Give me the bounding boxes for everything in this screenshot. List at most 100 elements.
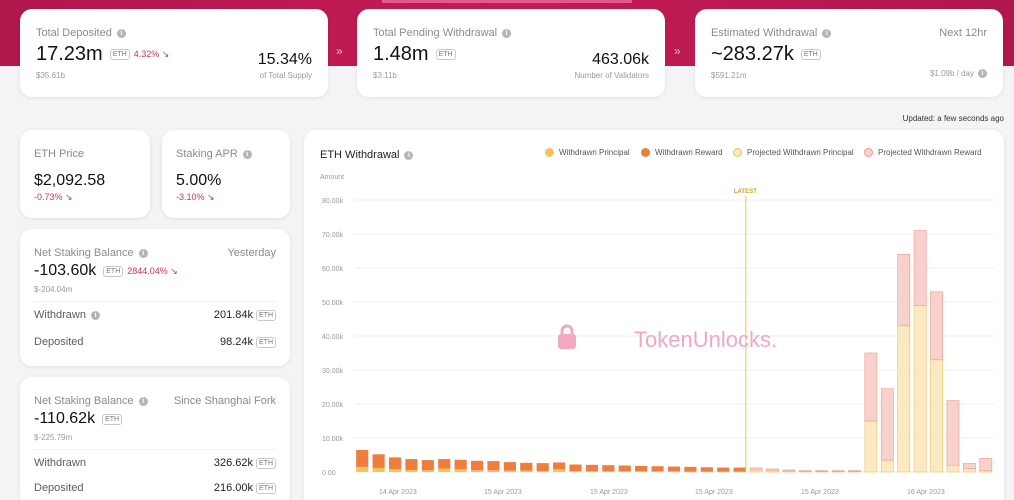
bar-segment[interactable] <box>963 468 976 473</box>
bar-segment[interactable] <box>471 460 484 471</box>
bar-segment[interactable] <box>979 458 993 471</box>
bar-segment[interactable] <box>700 471 713 473</box>
bar-segment[interactable] <box>454 469 467 472</box>
bar-segment[interactable] <box>798 470 812 472</box>
bar-segment[interactable] <box>585 464 599 472</box>
bar-segment[interactable] <box>585 471 599 472</box>
bar-segment[interactable] <box>602 471 615 472</box>
staking-apr-card: Staking APR i 5.00% -3.10% ↘ <box>162 130 290 218</box>
bar-segment[interactable] <box>782 469 796 472</box>
period-label: Yesterday <box>227 247 276 259</box>
bar-segment[interactable] <box>766 468 779 471</box>
bar-segment[interactable] <box>946 464 960 473</box>
bar-segment[interactable] <box>372 467 385 472</box>
net-staking-usd: $-204.04m <box>34 285 73 294</box>
bar-segment[interactable] <box>421 470 434 472</box>
bar-segment[interactable] <box>635 471 648 472</box>
bar-segment[interactable] <box>733 467 746 472</box>
withdrawn-value: 201.84k ETH <box>214 309 276 321</box>
bar-segment[interactable] <box>717 471 730 473</box>
bar-segment[interactable] <box>864 352 878 422</box>
bar-segment[interactable] <box>733 471 746 473</box>
bar-segment[interactable] <box>536 470 549 472</box>
bar-segment[interactable] <box>930 359 943 473</box>
bar-segment[interactable] <box>421 460 434 471</box>
bar-segment[interactable] <box>618 465 631 472</box>
bar-segment[interactable] <box>864 420 878 473</box>
bar-segment[interactable] <box>536 463 549 471</box>
bar-segment[interactable] <box>946 400 960 466</box>
bar-segment[interactable] <box>553 462 566 470</box>
bar-segment[interactable] <box>667 466 681 472</box>
legend-dot-icon <box>641 148 650 157</box>
info-icon[interactable]: i <box>242 149 252 159</box>
bar-segment[interactable] <box>684 466 697 472</box>
bar-segment[interactable] <box>651 471 664 472</box>
bar-segment[interactable] <box>487 461 500 471</box>
staking-apr-change: -3.10% ↘ <box>176 192 215 202</box>
bar-segment[interactable] <box>749 469 763 473</box>
watermark-text: TokenUnlocks. <box>634 327 777 352</box>
info-icon[interactable]: i <box>978 69 987 78</box>
total-deposited-label: Total Deposited i <box>36 27 126 39</box>
legend-projected-principal[interactable]: Projected Withdrawn Principal <box>733 148 854 157</box>
bar-segment[interactable] <box>880 459 894 473</box>
bar-segment[interactable] <box>487 470 500 472</box>
bar-segment[interactable] <box>471 470 484 472</box>
bar-segment[interactable] <box>438 459 451 469</box>
info-icon[interactable]: i <box>502 28 512 38</box>
bar-segment[interactable] <box>651 466 664 472</box>
bar-segment[interactable] <box>454 459 467 470</box>
bar-segment[interactable] <box>684 471 697 473</box>
eth-price-card: ETH Price $2,092.58 -0.73% ↘ <box>20 130 150 218</box>
bar-segment[interactable] <box>897 254 911 327</box>
bar-segment[interactable] <box>372 454 385 468</box>
bar-segment[interactable] <box>602 465 615 472</box>
eth-price-change: -0.73% ↘ <box>34 192 73 202</box>
bar-segment[interactable] <box>388 469 402 472</box>
y-tick-label: 60.00k <box>322 266 344 273</box>
bar-segment[interactable] <box>569 464 582 471</box>
bar-segment[interactable] <box>356 466 369 472</box>
bar-segment[interactable] <box>963 463 976 469</box>
bar-segment[interactable] <box>700 467 713 472</box>
pending-withdrawal-label: Total Pending Withdrawal i <box>373 27 512 39</box>
info-icon[interactable]: i <box>404 150 414 160</box>
bar-segment[interactable] <box>749 467 763 471</box>
legend-projected-reward[interactable]: Projected Withdrawn Reward <box>864 148 982 157</box>
bar-segment[interactable] <box>880 388 894 461</box>
bar-segment[interactable] <box>930 291 943 361</box>
bar-segment[interactable] <box>405 469 418 472</box>
bar-segment[interactable] <box>618 471 631 472</box>
bar-segment[interactable] <box>520 470 533 472</box>
estimated-withdrawal-usd: $591.21m <box>711 71 747 80</box>
info-icon[interactable]: i <box>90 310 100 320</box>
info-icon[interactable]: i <box>822 28 832 38</box>
withdrawal-chart-svg: Amount 0.00 10.00k 20.00k 30.00k 40.00k 50.00… <box>320 174 994 496</box>
bar-segment[interactable] <box>503 462 516 471</box>
estimated-withdrawal-card: Estimated Withdrawal i Next 12hr ~283.27k… <box>695 9 1003 97</box>
info-icon[interactable]: i <box>138 248 148 258</box>
bar-segment[interactable] <box>553 469 566 472</box>
bar-segment[interactable] <box>569 470 582 472</box>
bar-segment[interactable] <box>667 471 681 472</box>
bar-segment[interactable] <box>848 470 861 472</box>
bar-segment[interactable] <box>388 457 402 470</box>
info-icon[interactable]: i <box>116 28 126 38</box>
bar-segment[interactable] <box>831 470 845 472</box>
bar-segment[interactable] <box>815 470 829 472</box>
bar-segment[interactable] <box>717 467 730 472</box>
bar-segment[interactable] <box>520 462 533 471</box>
bar-segment[interactable] <box>356 449 369 467</box>
staking-apr-label: Staking APR i <box>176 148 252 160</box>
bar-segment[interactable] <box>897 325 911 473</box>
bar-segment[interactable] <box>503 470 516 472</box>
bar-segment[interactable] <box>438 468 451 472</box>
info-icon[interactable]: i <box>138 396 148 406</box>
bar-segment[interactable] <box>913 230 927 306</box>
legend-withdrawn-reward[interactable]: Withdrawn Reward <box>641 148 723 157</box>
legend-withdrawn-principal[interactable]: Withdrawn Principal <box>545 148 630 157</box>
bar-segment[interactable] <box>405 459 418 470</box>
bar-segment[interactable] <box>913 305 927 473</box>
bar-segment[interactable] <box>635 465 648 472</box>
